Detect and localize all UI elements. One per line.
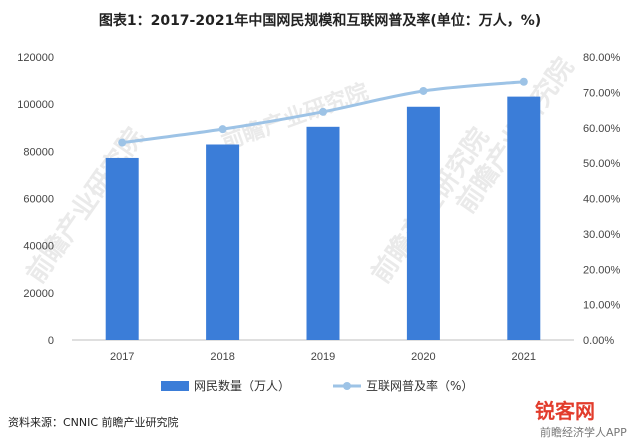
left-axis-ticks: 0 20000 40000 60000 80000 100000 120000 [17, 52, 54, 347]
right-axis-ticks: 0.00% 10.00% 20.00% 30.00% 40.00% 50.00% 60.00… [583, 52, 621, 347]
x-axis-ticks: 2017 2018 2019 2020 2021 [110, 351, 536, 363]
left-axis-tick-label: 80000 [23, 146, 54, 158]
penetration-point-2020 [419, 86, 428, 95]
right-axis-tick-label: 60.00% [583, 123, 621, 135]
right-axis-tick-label: 70.00% [583, 87, 621, 99]
legend: 网民数量（万人） 互联网普及率（%） [161, 378, 473, 393]
bar-series [105, 96, 541, 341]
penetration-point-2021 [519, 77, 528, 86]
penetration-point-2018 [218, 125, 227, 134]
x-axis-tick-label: 2021 [512, 351, 536, 363]
watermark-app-text: 前瞻经济学人APP [540, 425, 627, 439]
bar-2021 [507, 96, 541, 341]
watermarks: 前瞻产业研究院 前瞻产业研究院 前瞻产业研究院 前瞻产业研究院 [20, 52, 580, 289]
right-axis-tick-label: 20.00% [583, 264, 621, 276]
x-axis-tick-label: 2019 [311, 351, 335, 363]
right-axis-tick-label: 10.00% [583, 300, 621, 312]
bar-2018 [206, 144, 240, 340]
chart-title: 图表1：2017-2021年中国网民规模和互联网普及率(单位：万人，%) [99, 12, 541, 29]
left-axis-tick-label: 60000 [23, 194, 54, 206]
legend-label-penetration: 互联网普及率（%） [366, 378, 473, 393]
penetration-point-2017 [118, 138, 127, 147]
source-note: 资料来源：CNNIC 前瞻产业研究院 [8, 415, 179, 429]
bar-2017 [105, 157, 139, 340]
line-series [118, 77, 528, 147]
right-axis-tick-label: 0.00% [583, 335, 614, 347]
left-axis-tick-label: 40000 [23, 241, 54, 253]
legend-label-users: 网民数量（万人） [194, 378, 290, 393]
penetration-point-2019 [319, 107, 327, 116]
left-axis-tick-label: 120000 [17, 52, 54, 64]
right-axis-tick-label: 30.00% [583, 229, 621, 241]
x-axis-tick-label: 2018 [210, 351, 234, 363]
right-axis-tick-label: 50.00% [583, 158, 621, 170]
right-axis-tick-label: 80.00% [583, 52, 621, 64]
left-axis-tick-label: 0 [48, 335, 54, 347]
right-axis-tick-label: 40.00% [583, 194, 621, 206]
left-axis-tick-label: 100000 [17, 99, 54, 111]
left-axis-tick-label: 20000 [23, 288, 54, 300]
legend-swatch-bar [161, 381, 189, 391]
legend-swatch-marker [343, 382, 351, 390]
x-axis-tick-label: 2017 [110, 351, 134, 363]
bar-2019 [306, 126, 340, 340]
x-axis-tick-label: 2020 [411, 351, 435, 363]
bar-2020 [406, 106, 440, 340]
watermark-logo-text: 锐客网 [535, 399, 595, 423]
corner-watermark: 锐客网 前瞻经济学人APP [535, 399, 627, 439]
